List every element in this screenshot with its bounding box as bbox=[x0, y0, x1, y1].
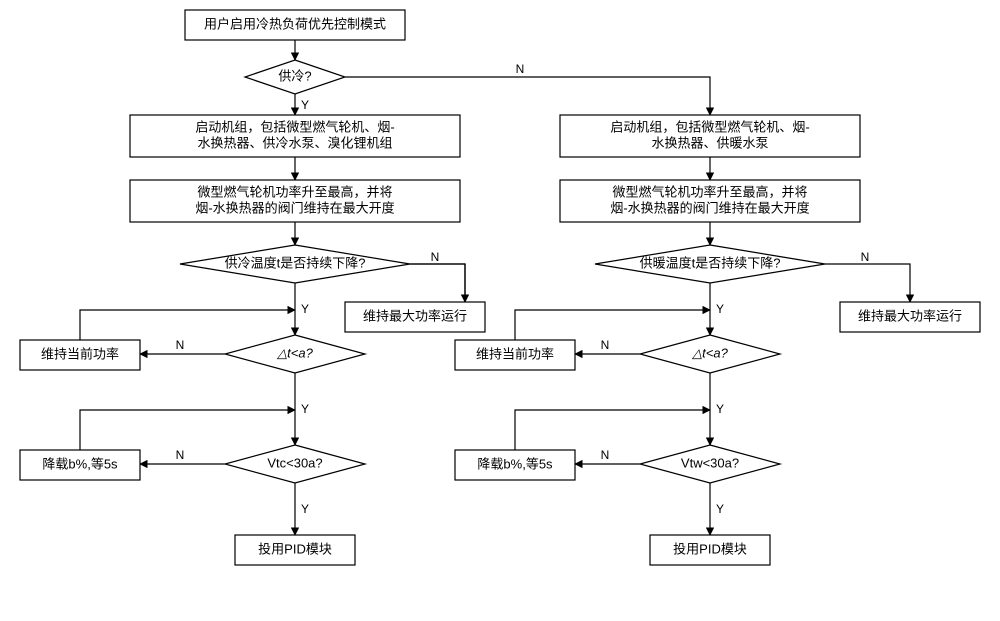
node-r_d_tempdrop: 供暖温度t是否持续下降? bbox=[595, 245, 825, 283]
node-l_d_vtc: Vtc<30a? bbox=[225, 445, 365, 483]
node-text: 投用PID模块 bbox=[258, 541, 332, 556]
node-text: 启动机组，包括微型燃气轮机、烟- bbox=[610, 119, 809, 134]
node-l_reduce: 降载b%,等5s bbox=[20, 450, 140, 480]
edge-label: Y bbox=[716, 502, 724, 516]
node-r_d_dta: △t<a? bbox=[640, 335, 780, 373]
edge-label: N bbox=[601, 338, 610, 352]
node-text: 供暖温度t是否持续下降? bbox=[640, 255, 781, 270]
node-text: 用户启用冷热负荷优先控制模式 bbox=[204, 16, 386, 31]
node-text: △t<a? bbox=[276, 345, 313, 360]
node-text: 投用PID模块 bbox=[673, 541, 747, 556]
node-d_cool: 供冷? bbox=[245, 60, 345, 94]
node-r_maintain_max: 维持最大功率运行 bbox=[840, 302, 980, 332]
node-l_start_units: 启动机组，包括微型燃气轮机、烟-水换热器、供冷水泵、溴化锂机组 bbox=[130, 115, 460, 157]
node-text: △t<a? bbox=[691, 345, 728, 360]
flow-edge bbox=[410, 264, 465, 302]
flow-edge bbox=[80, 310, 295, 340]
nodes-group: 用户启用冷热负荷优先控制模式供冷?启动机组，包括微型燃气轮机、烟-水换热器、供冷… bbox=[20, 10, 980, 565]
node-text: 供冷? bbox=[278, 68, 311, 83]
node-start: 用户启用冷热负荷优先控制模式 bbox=[185, 10, 405, 40]
node-text: 水换热器、供冷水泵、溴化锂机组 bbox=[197, 135, 392, 150]
edge-label: Y bbox=[301, 502, 309, 516]
node-text: 降载b%,等5s bbox=[477, 456, 553, 471]
node-l_maxpower: 微型燃气轮机功率升至最高，并将烟-水换热器的阀门维持在最大开度 bbox=[130, 180, 460, 222]
node-r_pid: 投用PID模块 bbox=[650, 535, 770, 565]
edge-label: N bbox=[601, 448, 610, 462]
flowchart-canvas: Y N N Y N Y N Y N Y N Y N Y 用户启用冷热负荷优先控制模式供冷? 启动机组，包括微型… bbox=[0, 0, 1000, 621]
node-text: 微型燃气轮机功率升至最高，并将 bbox=[612, 184, 807, 199]
node-text: 烟-水换热器的阀门维持在最大开度 bbox=[195, 200, 394, 215]
edge-label: Y bbox=[716, 302, 724, 316]
flow-edge bbox=[515, 410, 710, 450]
edge-label: Y bbox=[716, 402, 724, 416]
edge-label: N bbox=[176, 448, 185, 462]
edge-label: N bbox=[861, 250, 870, 264]
node-text: Vtc<30a? bbox=[267, 455, 322, 470]
node-text: 降载b%,等5s bbox=[42, 456, 118, 471]
node-r_maintain_cur: 维持当前功率 bbox=[455, 340, 575, 370]
node-r_reduce: 降载b%,等5s bbox=[455, 450, 575, 480]
node-text: 水换热器、供暖水泵 bbox=[651, 135, 768, 150]
edge-label: N bbox=[516, 62, 525, 76]
flow-edge bbox=[515, 310, 710, 340]
node-r_start_units: 启动机组，包括微型燃气轮机、烟-水换热器、供暖水泵 bbox=[560, 115, 860, 157]
node-text: 维持当前功率 bbox=[41, 346, 119, 361]
node-l_maintain_max: 维持最大功率运行 bbox=[345, 302, 485, 332]
node-text: Vtw<30a? bbox=[681, 455, 739, 470]
node-text: 微型燃气轮机功率升至最高，并将 bbox=[197, 184, 392, 199]
node-r_maxpower: 微型燃气轮机功率升至最高，并将烟-水换热器的阀门维持在最大开度 bbox=[560, 180, 860, 222]
node-l_maintain_cur: 维持当前功率 bbox=[20, 340, 140, 370]
edge-label: N bbox=[431, 250, 440, 264]
node-l_d_dta: △t<a? bbox=[225, 335, 365, 373]
flow-edge bbox=[80, 410, 295, 450]
node-l_pid: 投用PID模块 bbox=[235, 535, 355, 565]
node-text: 维持最大功率运行 bbox=[858, 308, 962, 323]
node-text: 维持当前功率 bbox=[476, 346, 554, 361]
flow-edge bbox=[825, 264, 910, 302]
edge-label: Y bbox=[301, 402, 309, 416]
node-text: 启动机组，包括微型燃气轮机、烟- bbox=[195, 119, 394, 134]
node-text: 供冷温度t是否持续下降? bbox=[225, 255, 366, 270]
edge-label: Y bbox=[301, 98, 309, 112]
node-r_d_vtw: Vtw<30a? bbox=[640, 445, 780, 483]
node-l_d_tempdrop: 供冷温度t是否持续下降? bbox=[180, 245, 410, 283]
node-text: 维持最大功率运行 bbox=[363, 308, 467, 323]
edge-label: N bbox=[176, 338, 185, 352]
node-text: 烟-水换热器的阀门维持在最大开度 bbox=[610, 200, 809, 215]
edge-label: Y bbox=[301, 302, 309, 316]
flow-edge bbox=[345, 77, 710, 115]
